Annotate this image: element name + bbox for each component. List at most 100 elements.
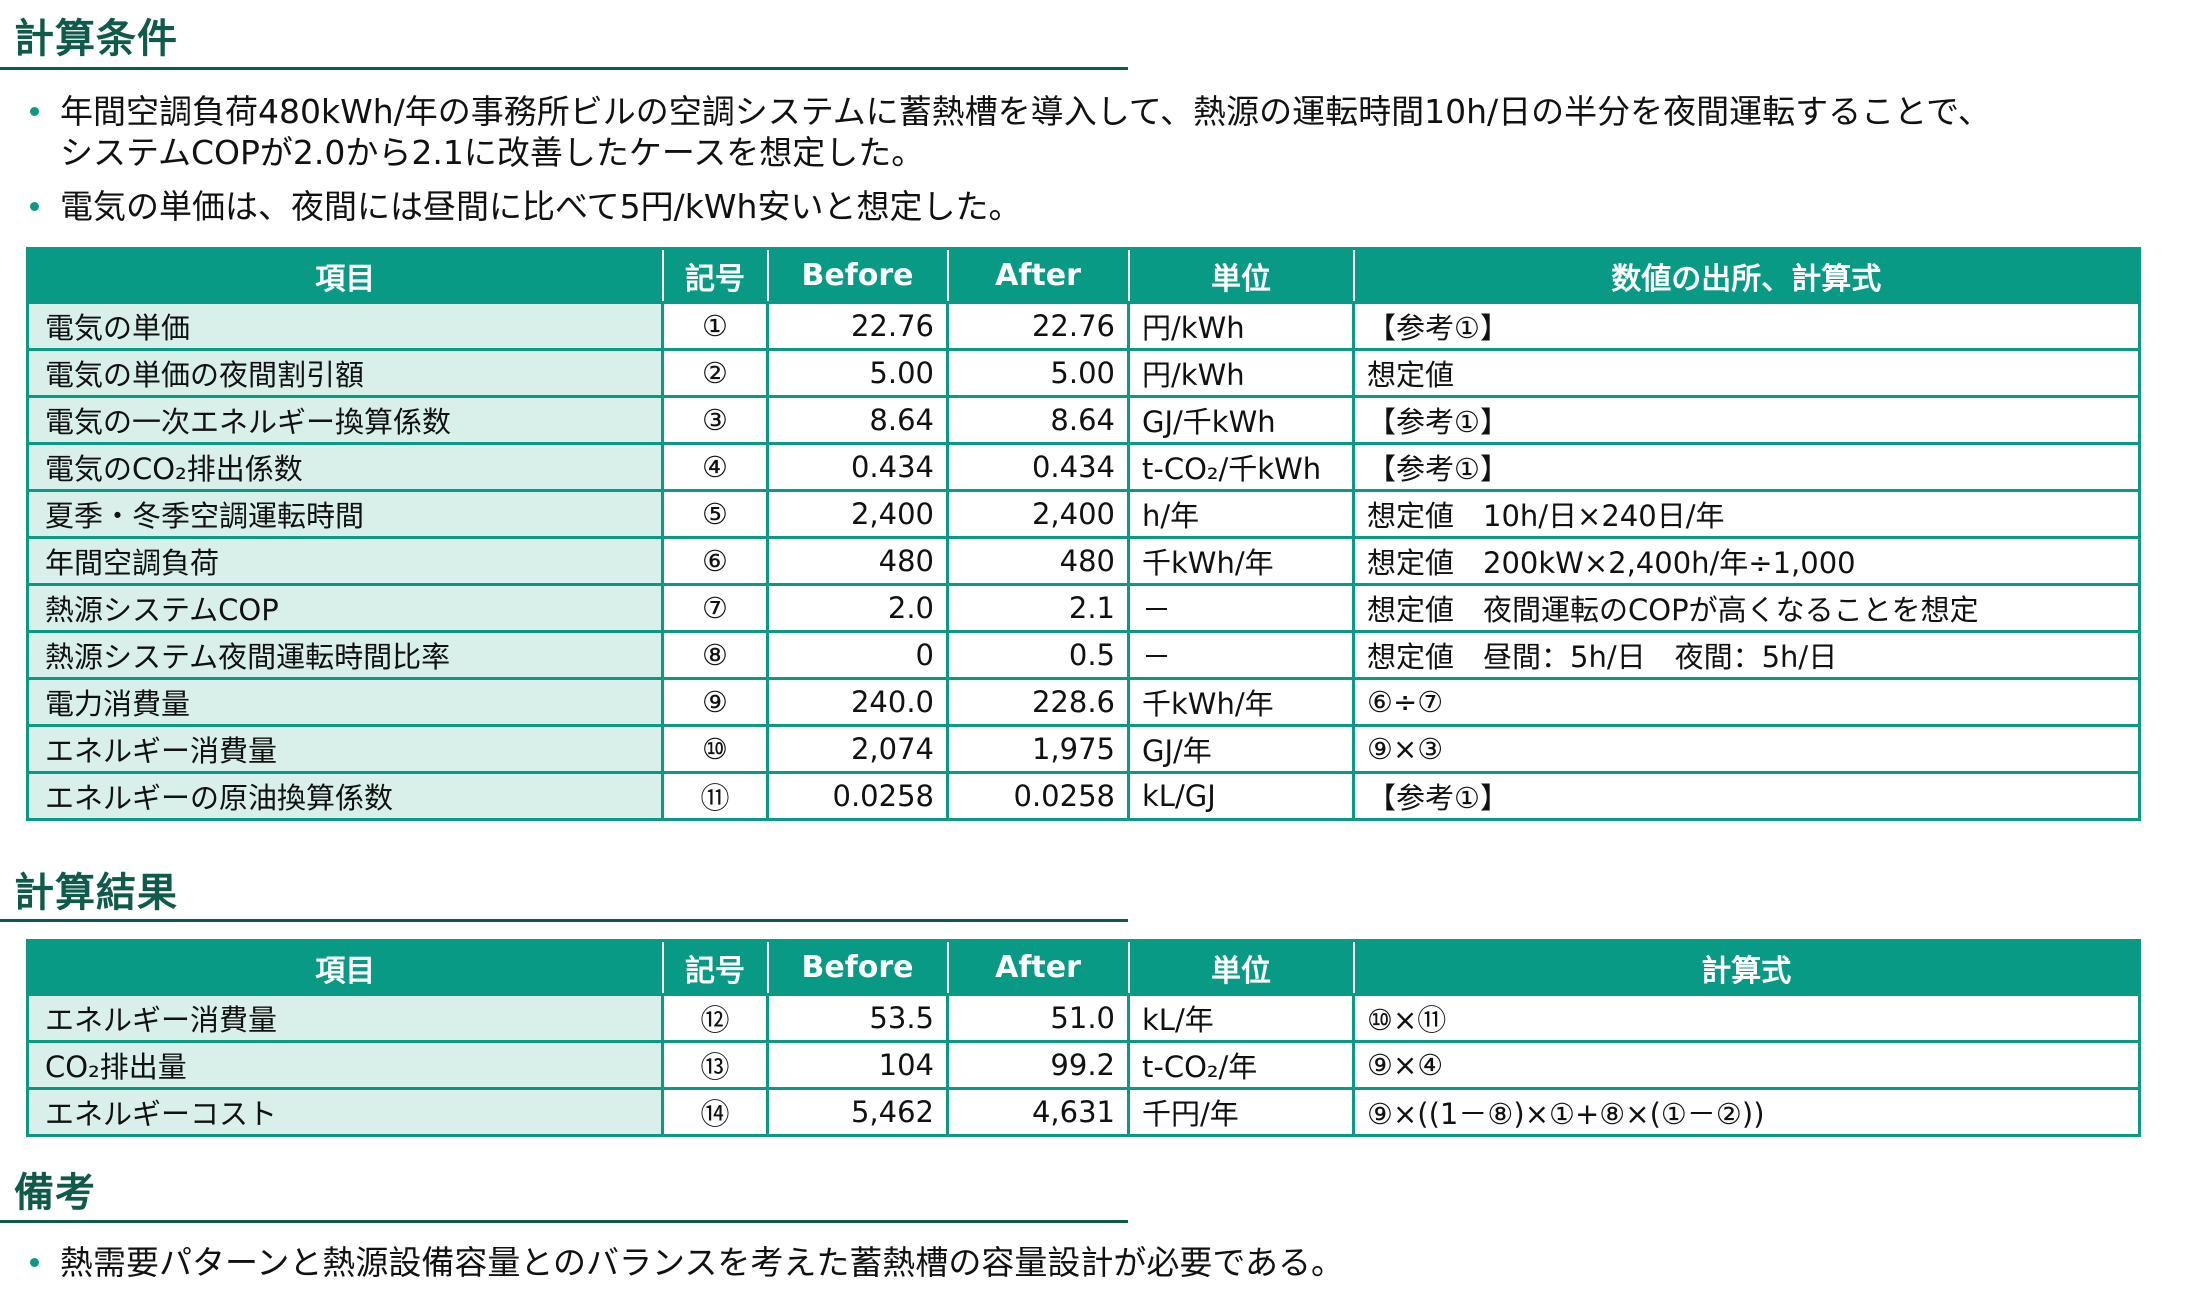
condition-bullet-2: 電気の単価は、夜間には昼間に比べて5円/kWh安いと想定した。: [30, 186, 1022, 227]
cell-unit: 千kWh/年: [1127, 677, 1355, 727]
table-row: 電気のCO₂排出係数 ④ 0.434 0.434 t-CO₂/千kWh 【参考①】: [26, 442, 2141, 492]
table-row: CO₂排出量 ⑬ 104 99.2 t-CO₂/年 ⑨×④: [26, 1040, 2141, 1090]
cell-after: 99.2: [946, 1040, 1130, 1090]
cell-item: CO₂排出量: [26, 1040, 664, 1090]
cell-after: 0.0258: [946, 771, 1130, 821]
cell-before: 0.0258: [766, 771, 949, 821]
bullet-text: 熱需要パターンと熱源設備容量とのバランスを考えた蓄熱槽の容量設計が必要である。: [60, 1243, 1345, 1282]
table-row: エネルギー消費量 ⑩ 2,074 1,975 GJ/年 ⑨×③: [26, 724, 2141, 774]
cell-before: 53.5: [766, 993, 949, 1043]
cell-unit: 円/kWh: [1127, 348, 1355, 398]
cell-symbol: ⑭: [661, 1087, 769, 1137]
table-row: 熱源システムCOP ⑦ 2.0 2.1 －想定値 夜間運転のCOPが高くなることを想定: [26, 583, 2141, 633]
cell-symbol: ⑨: [661, 677, 769, 727]
cell-symbol: ⑫: [661, 993, 769, 1043]
heading-text: 計算結果: [14, 870, 178, 916]
cell-before: 480: [766, 536, 949, 586]
cell-unit: t-CO₂/年: [1127, 1040, 1355, 1090]
condition-bullet-1-cont: システムCOPが2.0から2.1に改善したケースを想定した。: [60, 132, 924, 173]
table-row: 年間空調負荷 ⑥ 480 480 千kWh/年 想定値 200kW×2,400h/年÷1,…: [26, 536, 2141, 586]
cell-item: 電気の単価: [26, 301, 664, 351]
cell-source: 想定値: [1352, 348, 2141, 398]
cell-before: 22.76: [766, 301, 949, 351]
header-symbol: 記号: [661, 940, 769, 995]
cell-source: 【参考①】: [1352, 301, 2141, 351]
table-row: 熱源システム夜間運転時間比率 ⑧ 0 0.5 －想定値 昼間：5h/日 夜間：5h/日: [26, 630, 2141, 680]
cell-source: ⑨×((1－⑧)×①+⑧×(①－②)): [1352, 1087, 2141, 1137]
cell-item: 電力消費量: [26, 677, 664, 727]
condition-bullet-1: 年間空調負荷480kWh/年の事務所ビルの空調システムに蓄熱槽を導入して、熱源の…: [30, 91, 1991, 132]
cell-source: 【参考①】: [1352, 442, 2141, 492]
cell-after: 2,400: [946, 489, 1130, 539]
table-row: 電気の単価の夜間割引額 ② 5.00 5.00 円/kWh 想定値: [26, 348, 2141, 398]
cell-after: 1,975: [946, 724, 1130, 774]
cell-unit: kL/GJ: [1127, 771, 1355, 821]
cell-source: 想定値 昼間：5h/日 夜間：5h/日: [1352, 630, 2141, 680]
cell-source: 想定値 夜間運転のCOPが高くなることを想定: [1352, 583, 2141, 633]
cell-symbol: ⑦: [661, 583, 769, 633]
heading-text: 備考: [14, 1170, 96, 1216]
cell-before: 0: [766, 630, 949, 680]
table-row: エネルギー消費量 ⑫ 53.5 51.0 kL/年 ⑩×⑪: [26, 993, 2141, 1043]
cell-before: 2.0: [766, 583, 949, 633]
cell-before: 240.0: [766, 677, 949, 727]
cell-unit: h/年: [1127, 489, 1355, 539]
bullet-text: 電気の単価は、夜間には昼間に比べて5円/kWh安いと想定した。: [60, 187, 1022, 226]
cell-source: ⑥÷⑦: [1352, 677, 2141, 727]
cell-after: 51.0: [946, 993, 1130, 1043]
cell-item: 熱源システムCOP: [26, 583, 664, 633]
bullet-text-line1: 年間空調負荷480kWh/年の事務所ビルの空調システムに蓄熱槽を導入して、熱源の…: [60, 92, 1991, 131]
note-bullet-1: 熱需要パターンと熱源設備容量とのバランスを考えた蓄熱槽の容量設計が必要である。: [30, 1242, 1345, 1283]
header-item: 項目: [27, 248, 664, 303]
cell-source: 想定値 10h/日×240日/年: [1352, 489, 2141, 539]
table-row: 電力消費量 ⑨ 240.0 228.6 千kWh/年 ⑥÷⑦: [26, 677, 2141, 727]
cell-item: エネルギー消費量: [26, 993, 664, 1043]
cell-symbol: ⑥: [661, 536, 769, 586]
cell-item: エネルギー消費量: [26, 724, 664, 774]
results-table: 項目 記号 Before After 単位 計算式 エネルギー消費量 ⑫ 53.5 5…: [26, 939, 2141, 1137]
conditions-table: 項目 記号 Before After 単位 数値の出所、計算式 電気の単価 ① 22…: [26, 247, 2141, 821]
table-row: 夏季・冬季空調運転時間 ⑤ 2,400 2,400 h/年 想定値 10h/日×240日/…: [26, 489, 2141, 539]
header-formula: 計算式: [1352, 940, 2140, 995]
cell-after: 0.434: [946, 442, 1130, 492]
cell-unit: GJ/千kWh: [1127, 395, 1355, 445]
cell-after: 4,631: [946, 1087, 1130, 1137]
cell-after: 22.76: [946, 301, 1130, 351]
cell-before: 2,074: [766, 724, 949, 774]
cell-before: 8.64: [766, 395, 949, 445]
header-after: After: [946, 940, 1130, 995]
section-heading-conditions: 計算条件: [0, 10, 1128, 80]
bullet-dot-icon: [30, 1258, 39, 1267]
table-row: エネルギーコスト ⑭ 5,462 4,631 千円/年 ⑨×((1－⑧)×①+⑧×(①－②…: [26, 1087, 2141, 1137]
heading-underline: [0, 919, 1128, 922]
cell-item: エネルギーの原油換算係数: [26, 771, 664, 821]
table-row: 電気の単価 ① 22.76 22.76 円/kWh 【参考①】: [26, 301, 2141, 351]
cell-unit: 千円/年: [1127, 1087, 1355, 1137]
cell-source: 想定値 200kW×2,400h/年÷1,000: [1352, 536, 2141, 586]
cell-source: 【参考①】: [1352, 771, 2141, 821]
cell-source: ⑨×③: [1352, 724, 2141, 774]
cell-after: 2.1: [946, 583, 1130, 633]
cell-item: エネルギーコスト: [26, 1087, 664, 1137]
cell-before: 104: [766, 1040, 949, 1090]
table-row: 電気の一次エネルギー換算係数 ③ 8.64 8.64 GJ/千kWh 【参考①】: [26, 395, 2141, 445]
cell-symbol: ⑤: [661, 489, 769, 539]
cell-symbol: ④: [661, 442, 769, 492]
header-unit: 単位: [1127, 248, 1355, 303]
heading-text: 計算条件: [14, 16, 178, 62]
cell-item: 電気の単価の夜間割引額: [26, 348, 664, 398]
cell-after: 480: [946, 536, 1130, 586]
header-after: After: [946, 248, 1130, 303]
cell-unit: －: [1127, 630, 1355, 680]
section-heading-results: 計算結果: [0, 864, 1128, 934]
table-header-row: 項目 記号 Before After 単位 計算式: [27, 940, 2140, 995]
bullet-dot-icon: [30, 202, 39, 211]
cell-unit: －: [1127, 583, 1355, 633]
cell-source: 【参考①】: [1352, 395, 2141, 445]
table-header-row: 項目 記号 Before After 単位 数値の出所、計算式: [27, 248, 2140, 303]
cell-unit: t-CO₂/千kWh: [1127, 442, 1355, 492]
cell-before: 5,462: [766, 1087, 949, 1137]
cell-after: 228.6: [946, 677, 1130, 727]
cell-source: ⑩×⑪: [1352, 993, 2141, 1043]
cell-before: 2,400: [766, 489, 949, 539]
